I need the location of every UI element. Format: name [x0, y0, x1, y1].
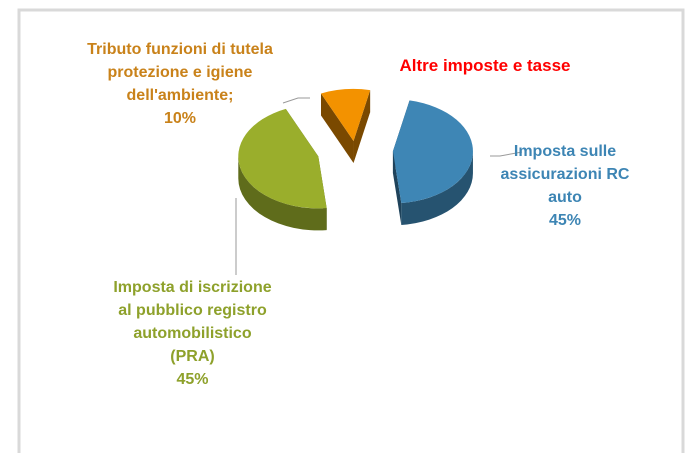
- label-value: 45%: [176, 371, 209, 388]
- leader-line: [490, 151, 523, 157]
- label-name: Tributo funzioni di tutela protezione e …: [87, 41, 273, 104]
- slice-wall: [392, 151, 402, 226]
- slice: [238, 108, 327, 209]
- label-name: Imposta di iscrizione al pubblico regist…: [113, 279, 272, 365]
- label-name: Imposta sulle assicurazioni RC auto: [500, 143, 630, 206]
- data-label: Tributo funzioni di tutela protezione e …: [70, 38, 290, 130]
- leader-line: [282, 97, 310, 104]
- slice-wall: [353, 90, 371, 163]
- slice-wall: [320, 93, 354, 163]
- slice-side: [401, 151, 473, 226]
- pie: [238, 88, 473, 231]
- chart-frame: [17, 8, 685, 453]
- slice-side: [238, 156, 327, 231]
- data-label: Imposta di iscrizione al pubblico regist…: [110, 276, 275, 391]
- slice: [320, 88, 371, 141]
- data-label: Imposta sulle assicurazioni RC auto 45%: [500, 140, 630, 232]
- label-value: 10%: [163, 110, 197, 127]
- chart-title: Altre imposte e tasse: [399, 56, 571, 75]
- slice: [392, 100, 473, 204]
- label-value: 45%: [548, 212, 582, 229]
